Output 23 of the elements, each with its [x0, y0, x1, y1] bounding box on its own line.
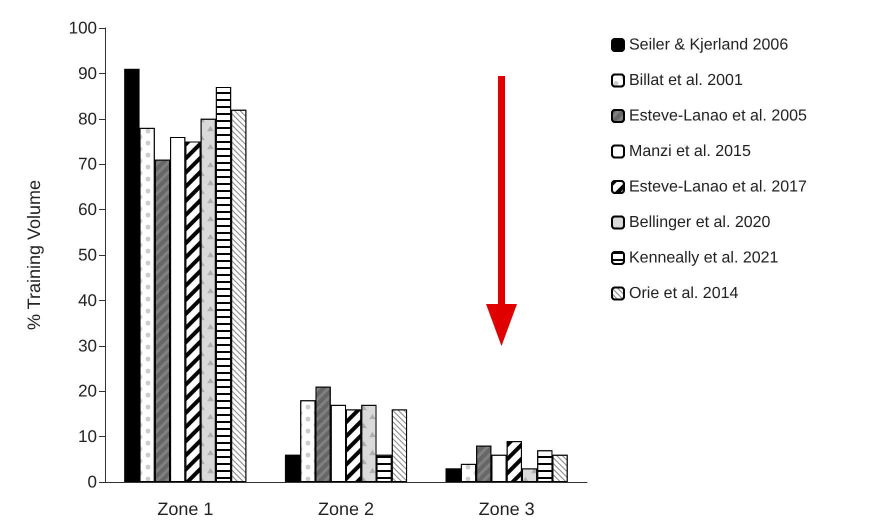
y-tick-label: 100 [68, 18, 97, 38]
legend-label: Manzi et al. 2015 [629, 143, 751, 160]
legend-label: Esteve-Lanao et al. 2005 [629, 108, 808, 124]
x-tick-label: Zone 1 [157, 499, 214, 519]
y-tick-label: 80 [78, 109, 97, 128]
y-tick-label: 60 [78, 200, 97, 220]
y-tick-label: 90 [78, 64, 97, 83]
legend-label: Kenneally et al. 2021 [629, 250, 779, 266]
y-tick-label: 50 [78, 246, 97, 264]
legend-label: Bellinger et al. 2020 [629, 214, 771, 231]
x-tick-label: Zone 3 [478, 499, 535, 519]
y-axis-title: % Training Volume [24, 180, 44, 330]
x-tick-label: Zone 2 [318, 499, 374, 519]
y-tick-label: 30 [78, 336, 97, 356]
legend-label: Esteve-Lanao et al. 2017 [629, 178, 808, 196]
y-tick-label: 10 [78, 427, 97, 446]
legend-label: Seiler & Kjerland 2006 [629, 36, 788, 54]
legend-label: Billat et al. 2001 [629, 72, 743, 89]
y-tick-label: 20 [78, 382, 97, 401]
y-tick-label: 70 [78, 154, 97, 174]
legend-label: Orie et al. 2014 [629, 285, 738, 302]
y-tick-label: 40 [78, 290, 97, 310]
y-tick-label: 0 [88, 472, 97, 492]
